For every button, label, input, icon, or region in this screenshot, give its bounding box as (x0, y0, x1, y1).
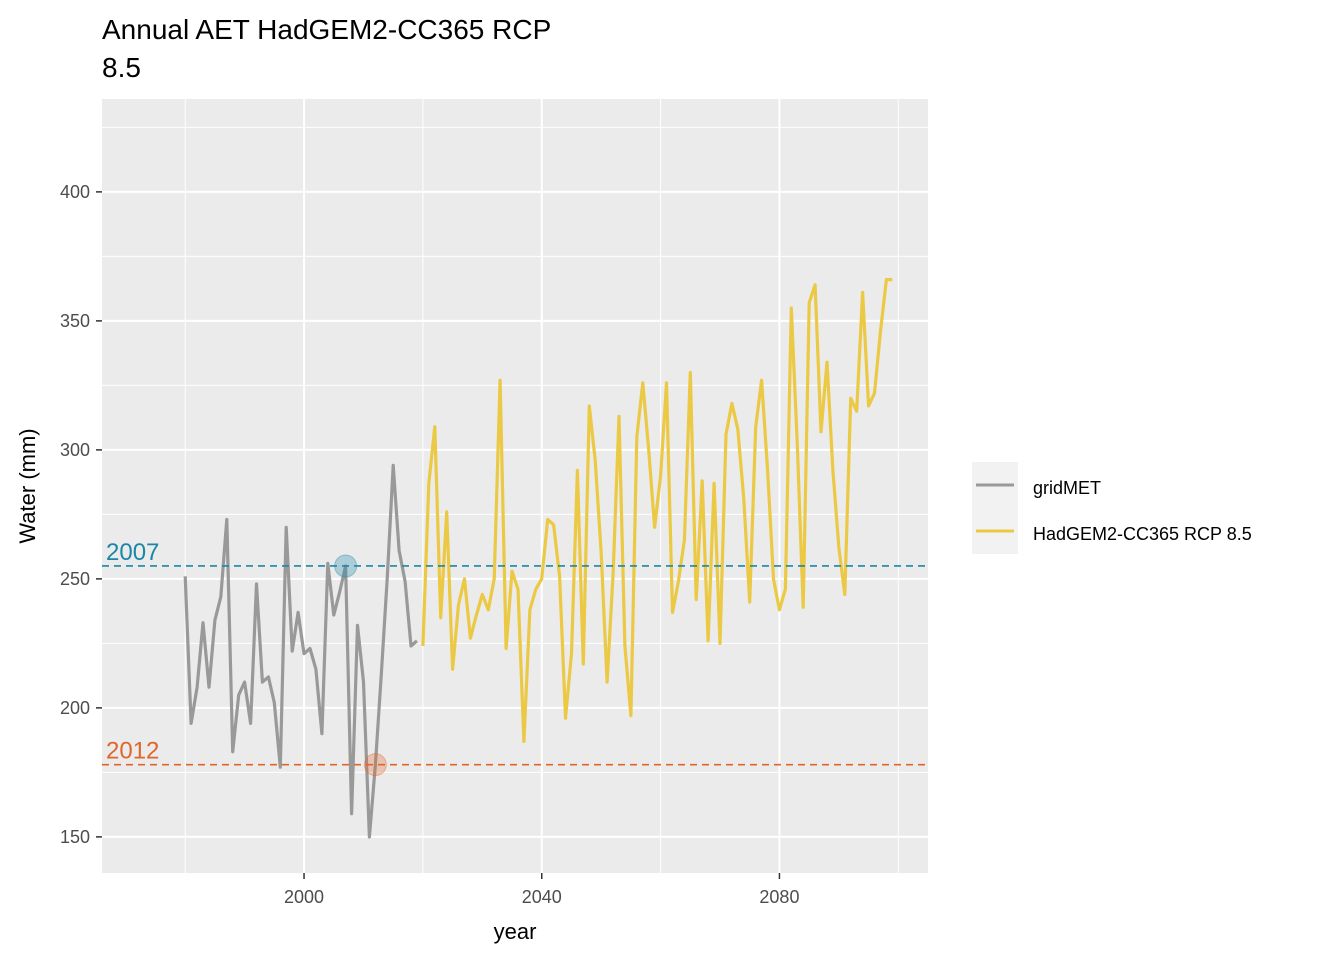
y-tick-label: 350 (60, 311, 90, 331)
y-tick-label: 400 (60, 182, 90, 202)
series-line-hadgem (421, 278, 893, 744)
grid-major-x (303, 99, 781, 873)
plot-panel (102, 99, 928, 873)
chart-title-line-2: 8.5 (102, 52, 141, 83)
legend-label-hadgem: HadGEM2-CC365 RCP 8.5 (1033, 524, 1252, 544)
x-tick-label: 2000 (284, 887, 324, 907)
series-layer (183, 278, 893, 839)
reference-label-2012: 2012 (106, 738, 159, 765)
reference-marker-2007 (334, 554, 358, 578)
series-line-gridmet (183, 463, 418, 839)
grid-minor-y (102, 126, 928, 773)
x-tick-label: 2080 (759, 887, 799, 907)
y-tick-label: 300 (60, 440, 90, 460)
y-tick-label: 200 (60, 698, 90, 718)
y-axis-title: Water (mm) (15, 428, 40, 543)
reference-lines: 2007 2012 (102, 539, 928, 777)
x-axis-title: year (494, 919, 537, 944)
reference-label-2007: 2007 (106, 539, 159, 566)
y-axis: 150 200 250 300 350 400 (60, 182, 102, 847)
y-tick-label: 150 (60, 827, 90, 847)
reference-marker-2012 (363, 753, 387, 777)
y-tick-label: 250 (60, 569, 90, 589)
legend: gridMET HadGEM2-CC365 RCP 8.5 (972, 462, 1252, 554)
x-axis: 2000 2040 2080 (284, 873, 799, 907)
x-tick-label: 2040 (522, 887, 562, 907)
chart-title-line-1: Annual AET HadGEM2-CC365 RCP (102, 14, 551, 45)
legend-label-gridmet: gridMET (1033, 478, 1101, 498)
